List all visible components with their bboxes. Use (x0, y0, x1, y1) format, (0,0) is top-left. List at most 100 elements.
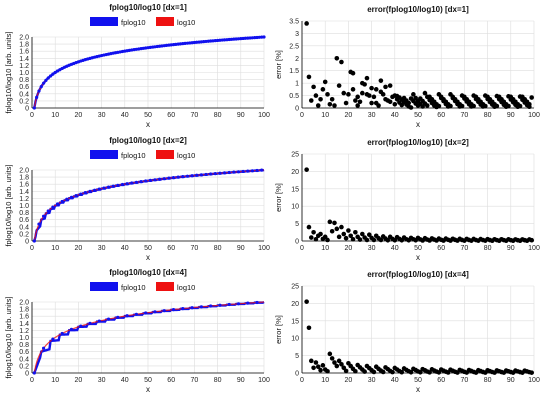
y-tick-label: 0.6 (19, 349, 29, 356)
data-point (255, 35, 259, 40)
data-point (220, 38, 224, 42)
chart-title: error(fplog10/log10) [dx=2] (367, 138, 469, 147)
data-point (315, 364, 321, 370)
data-point (313, 360, 319, 365)
grid-lines (301, 20, 535, 109)
x-tick-label: 90 (237, 377, 245, 384)
data-point (151, 45, 155, 49)
x-axis-label: x (146, 120, 150, 129)
y-tick-label: 2 (295, 56, 299, 63)
y-tick-label: 0 (25, 106, 29, 113)
data-point (364, 237, 370, 243)
data-point (415, 103, 421, 108)
data-point (392, 101, 398, 107)
data-point (120, 182, 125, 187)
data-point (424, 103, 430, 108)
data-point (35, 95, 39, 99)
y-tick-label: 1.6 (19, 49, 29, 56)
data-point (322, 234, 328, 240)
data-point (69, 327, 74, 331)
x-tick-label: 30 (98, 112, 106, 119)
data-point (171, 176, 176, 180)
y-tick-label: 3.5 (289, 19, 299, 26)
data-point (218, 171, 222, 175)
x-tick-label: 60 (167, 112, 175, 119)
data-point (209, 172, 213, 176)
data-point (60, 199, 64, 204)
data-point (162, 309, 166, 313)
x-tick-label: 90 (507, 112, 515, 119)
data-point (234, 37, 238, 41)
data-point (318, 231, 323, 237)
x-tick-label: 40 (121, 377, 129, 384)
x-tick-label: 70 (191, 245, 199, 252)
x-tick-label: 50 (414, 377, 422, 384)
x-tick-label: 10 (321, 245, 329, 252)
data-point (111, 184, 115, 188)
y-axis-label: error [%] (274, 50, 283, 79)
data-point (253, 36, 257, 40)
data-point (188, 41, 192, 45)
y-tick-label: 25 (291, 284, 299, 291)
data-point (181, 175, 185, 179)
data-point (355, 103, 360, 108)
data-point (153, 310, 157, 314)
y-tick-label: 0 (295, 239, 299, 246)
legend-label-log10: log10 (177, 151, 195, 160)
data-point (106, 185, 111, 189)
y-tick-label: 1.0 (19, 203, 29, 210)
legend-swatch-log10 (156, 17, 174, 26)
y-tick-label: 1.2 (19, 196, 29, 203)
data-point (239, 37, 243, 41)
x-tick-label: 80 (214, 245, 222, 252)
data-point (343, 368, 349, 374)
y-tick-label: 1.8 (19, 307, 29, 314)
data-point (378, 237, 384, 243)
x-tick-label: 10 (321, 377, 329, 384)
y-tick-label: 1.2 (19, 63, 29, 70)
data-point (158, 44, 162, 48)
data-point (250, 36, 254, 40)
data-point (353, 230, 358, 235)
data-point (236, 170, 241, 174)
data-point (130, 181, 134, 185)
data-point (364, 92, 370, 97)
data-point (199, 173, 203, 177)
data-point (408, 370, 414, 375)
data-point (529, 370, 534, 375)
y-tick-label: 0 (25, 239, 29, 246)
chart-panel-fplog10-dx2: fplog10/log10 [dx=2] x fplog10/log10 [ar… (4, 136, 270, 262)
data-point (190, 41, 194, 45)
data-point (88, 189, 92, 193)
data-point (232, 37, 236, 41)
data-point (162, 44, 166, 48)
x-axis-label: x (146, 385, 150, 394)
data-point (181, 307, 185, 311)
data-point (387, 83, 393, 88)
data-point (408, 105, 414, 110)
data-point (380, 369, 386, 375)
data-point (360, 90, 365, 96)
data-point (148, 45, 152, 49)
x-tick-label: 80 (484, 112, 492, 119)
data-point (243, 36, 248, 40)
x-tick-label: 60 (167, 377, 175, 384)
scatter-points (304, 167, 534, 244)
chart-panel-fplog10-dx1: fplog10/log10 [dx=1] x fplog10/log10 [ar… (4, 3, 270, 129)
y-tick-label: 0 (295, 106, 299, 113)
data-point (383, 84, 388, 90)
data-point (32, 239, 36, 243)
data-point (53, 70, 57, 75)
y-tick-label: 0.4 (19, 91, 29, 98)
data-point (222, 38, 227, 42)
data-point (373, 100, 379, 106)
data-point (529, 95, 534, 100)
data-point (346, 92, 351, 97)
data-point (411, 92, 416, 97)
data-point (364, 75, 370, 81)
data-point (339, 224, 344, 230)
data-point (176, 42, 180, 46)
y-tick-label: 2.0 (19, 35, 29, 42)
data-point (378, 78, 384, 83)
x-tick-label: 90 (507, 245, 515, 252)
